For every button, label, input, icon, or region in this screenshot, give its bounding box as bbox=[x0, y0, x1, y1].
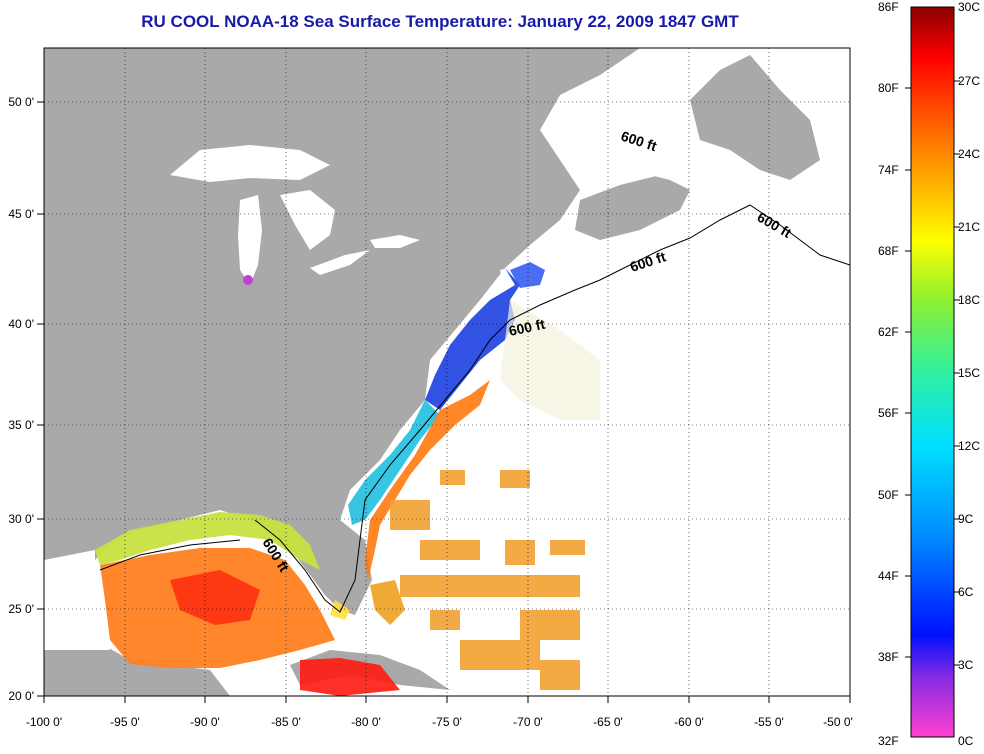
lon-tick-label: -65 0' bbox=[593, 715, 623, 729]
colorbar-ticks bbox=[905, 80, 960, 666]
colorbar-f-label: 68F bbox=[878, 244, 899, 258]
sst-gulf-stream-edge bbox=[365, 380, 490, 580]
sst-lake-michigan-spot bbox=[243, 275, 253, 285]
lake-huron bbox=[280, 190, 335, 250]
colorbar bbox=[910, 6, 955, 738]
lon-tick-label: -55 0' bbox=[754, 715, 784, 729]
florida-peninsula bbox=[340, 520, 372, 615]
colorbar-f-label: 62F bbox=[878, 325, 899, 339]
lon-tick-label: -85 0' bbox=[271, 715, 301, 729]
colorbar-f-label: 80F bbox=[878, 81, 899, 95]
gulf-of-st-lawrence bbox=[550, 95, 700, 185]
lake-ontario bbox=[370, 235, 420, 248]
colorbar-c-label: 24C bbox=[958, 147, 981, 161]
isobath-600ft-line bbox=[254, 204, 850, 613]
map-title: RU COOL NOAA-18 Sea Surface Temperature:… bbox=[141, 12, 739, 31]
isobath-600ft-gulf bbox=[99, 539, 241, 571]
colorbar-c-label: 27C bbox=[958, 74, 981, 88]
colorbar-c-label: 6C bbox=[958, 585, 974, 599]
graticule bbox=[44, 48, 850, 696]
sst-cold-shelf bbox=[425, 268, 520, 410]
nova-scotia bbox=[575, 175, 690, 240]
lat-tick-label: 50 0' bbox=[8, 95, 34, 109]
colorbar-f-label: 56F bbox=[878, 406, 899, 420]
isobath-label-midatlantic: 600 ft bbox=[507, 316, 546, 339]
lat-tick-label: 30 0' bbox=[8, 512, 34, 526]
colorbar-c-label: 3C bbox=[958, 658, 974, 672]
colorbar-f-label: 44F bbox=[878, 569, 899, 583]
colorbar-f-label: 86F bbox=[878, 0, 899, 14]
sst-bahamas bbox=[370, 580, 405, 625]
north-america-landmass bbox=[44, 48, 640, 696]
frame-ticks bbox=[37, 101, 851, 703]
lake-michigan bbox=[238, 195, 262, 285]
lon-tick-label: -75 0' bbox=[432, 715, 462, 729]
lat-tick-label: 40 0' bbox=[8, 317, 34, 331]
colorbar-c-label: 12C bbox=[958, 439, 981, 453]
colorbar-c-label: 0C bbox=[958, 734, 974, 748]
colorbar-f-label: 38F bbox=[878, 650, 899, 664]
sst-florida-keys bbox=[330, 600, 350, 620]
lon-tick-label: -50 0' bbox=[823, 715, 853, 729]
sst-offshore-patches bbox=[390, 470, 585, 690]
colorbar-c-label: 18C bbox=[958, 293, 981, 307]
lon-tick-label: -80 0' bbox=[351, 715, 381, 729]
colorbar-c-label: 9C bbox=[958, 512, 974, 526]
lon-tick-label: -60 0' bbox=[674, 715, 704, 729]
lat-tick-label: 35 0' bbox=[8, 418, 34, 432]
colorbar-c-label: 15C bbox=[958, 366, 981, 380]
colorbar-f-label: 32F bbox=[878, 734, 899, 748]
sst-mid-atlantic-warm bbox=[500, 300, 600, 420]
yucatan-landmass bbox=[44, 640, 230, 696]
lon-tick-label: -70 0' bbox=[513, 715, 543, 729]
colorbar-c-label: 21C bbox=[958, 220, 981, 234]
lake-superior bbox=[170, 145, 330, 182]
colorbar-f-label: 50F bbox=[878, 488, 899, 502]
sst-yucatan-shelf bbox=[44, 550, 110, 650]
sst-gulf-hot bbox=[170, 570, 260, 625]
newfoundland-island bbox=[690, 55, 820, 180]
colorbar-f-label: 74F bbox=[878, 163, 899, 177]
lat-tick-label: 25 0' bbox=[8, 602, 34, 616]
lat-tick-label: 45 0' bbox=[8, 207, 34, 221]
colorbar-c-label: 30C bbox=[958, 0, 981, 14]
lake-erie bbox=[310, 250, 370, 275]
lon-tick-label: -95 0' bbox=[110, 715, 140, 729]
lon-tick-label: -90 0' bbox=[190, 715, 220, 729]
sst-shelf-gradient bbox=[348, 400, 440, 525]
lat-tick-label: 20 0' bbox=[8, 689, 34, 703]
sst-cold-patch-me bbox=[510, 262, 545, 288]
sst-caribbean-hot bbox=[300, 658, 400, 696]
lon-tick-label: -100 0' bbox=[26, 715, 62, 729]
